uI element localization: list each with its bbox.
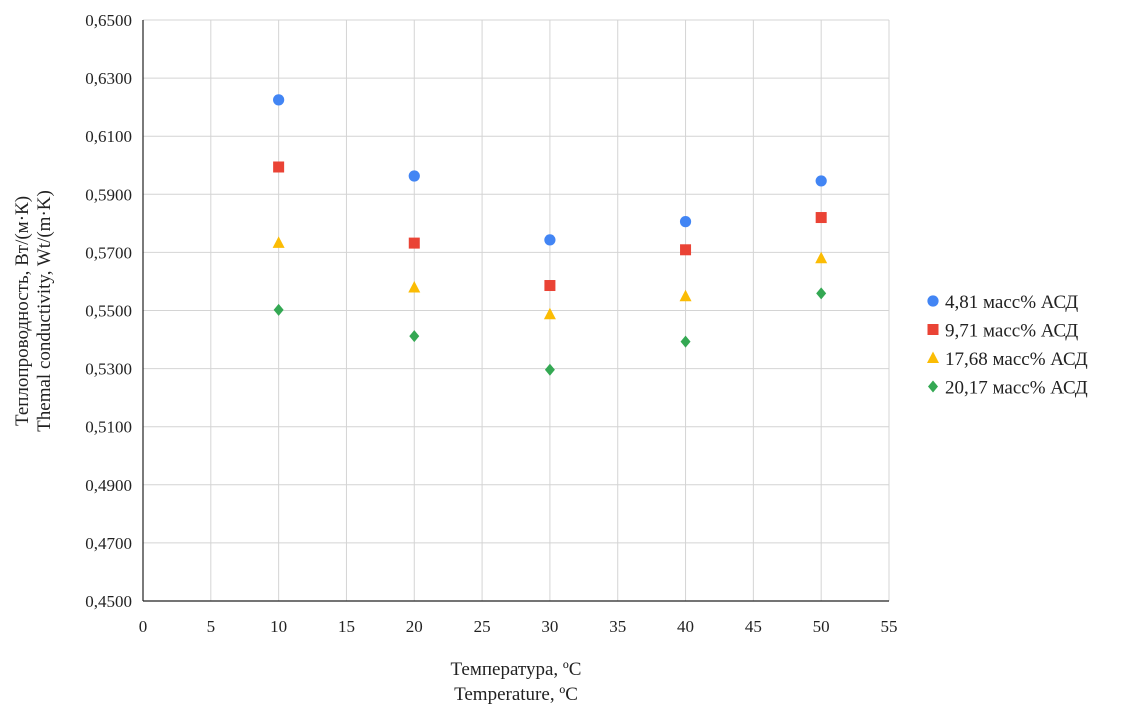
x-tick-label: 30 xyxy=(541,617,558,636)
data-point-s2 xyxy=(815,212,827,224)
y-tick-label: 0,5300 xyxy=(85,360,132,379)
y-tick-label: 0,6100 xyxy=(85,127,132,146)
y-tick-label: 0,4900 xyxy=(85,476,132,495)
x-tick-label: 15 xyxy=(338,617,355,636)
data-point-s4 xyxy=(816,287,827,300)
data-point-s3 xyxy=(815,251,828,264)
data-point-s3 xyxy=(408,281,421,293)
data-point-s2 xyxy=(273,161,285,173)
data-point-s2 xyxy=(408,237,420,249)
data-point-s1 xyxy=(273,94,285,106)
x-tick-label: 55 xyxy=(881,617,898,636)
x-tick-label: 0 xyxy=(139,617,148,636)
data-point-s1 xyxy=(408,170,420,182)
legend-marker-s1 xyxy=(927,295,939,307)
x-axis-title-line-2: Temperature, ºC xyxy=(454,684,578,705)
y-tick-label: 0,5700 xyxy=(85,243,132,262)
data-point-s4 xyxy=(409,330,420,343)
legend-label-s4: 20,17 масс% АСД xyxy=(945,378,1088,399)
data-point-s2 xyxy=(544,280,556,292)
y-axis-title-line-2: Themal conductivity, Wt/(m·K) xyxy=(34,190,55,432)
x-tick-label: 45 xyxy=(745,617,762,636)
legend-label-s2: 9,71 масс% АСД xyxy=(945,321,1078,342)
legend-marker-s4 xyxy=(928,380,938,393)
data-points xyxy=(272,94,828,376)
data-point-s4 xyxy=(544,363,555,376)
x-tick-labels: 0 5 10 15 20 25 30 35 40 45 50 55 xyxy=(139,617,898,636)
data-point-s3 xyxy=(679,289,692,302)
y-tick-label: 0,6500 xyxy=(85,11,132,30)
y-tick-label: 0,4700 xyxy=(85,534,132,553)
data-point-s1 xyxy=(679,216,692,228)
data-point-s3 xyxy=(543,307,556,320)
legend-label-s1: 4,81 масс% АСД xyxy=(945,292,1078,313)
y-tick-label: 0,5500 xyxy=(85,302,132,321)
x-tick-label: 5 xyxy=(207,617,216,636)
axis-titles: Температура, ºC Temperature, ºC Теплопро… xyxy=(12,190,581,705)
data-point-s1 xyxy=(815,175,827,187)
x-tick-label: 20 xyxy=(406,617,423,636)
legend: 4,81 масс% АСД 9,71 масс% АСД 17,68 масс% … xyxy=(927,292,1088,399)
data-point-s2 xyxy=(680,244,692,256)
x-tick-label: 35 xyxy=(609,617,626,636)
y-tick-label: 0,5100 xyxy=(85,418,132,437)
y-tick-label: 0,6300 xyxy=(85,69,132,88)
legend-marker-s2 xyxy=(927,324,939,335)
axes xyxy=(142,20,889,602)
y-tick-label: 0,4500 xyxy=(85,592,132,611)
data-point-s1 xyxy=(544,234,556,246)
legend-label-s3: 17,68 масс% АСД xyxy=(945,349,1088,370)
x-tick-label: 25 xyxy=(474,617,491,636)
x-tick-label: 40 xyxy=(677,617,694,636)
x-tick-label: 50 xyxy=(813,617,830,636)
grid-lines xyxy=(143,19,890,601)
data-point-s4 xyxy=(680,335,691,348)
y-tick-label: 0,5900 xyxy=(85,185,132,204)
data-point-s4 xyxy=(273,303,284,316)
y-tick-labels: 0,4500 0,4700 0,4900 0,5100 0,5300 0,5500 0,57… xyxy=(85,11,132,611)
y-axis-title-line-1: Теплопроводность, Вт/(м·К) xyxy=(12,196,33,426)
legend-marker-s3 xyxy=(927,351,939,363)
x-axis-title-line-1: Температура, ºC xyxy=(451,659,582,680)
data-point-s3 xyxy=(272,236,285,248)
x-tick-label: 10 xyxy=(270,617,287,636)
